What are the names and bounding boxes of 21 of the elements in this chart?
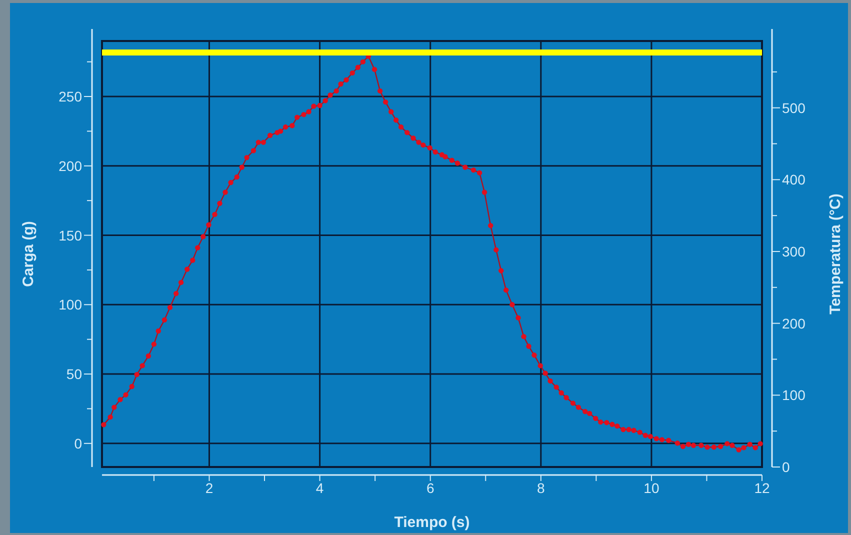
y-tick-label: 100 bbox=[58, 296, 82, 313]
y2-axis-title: Temperatura (°C) bbox=[827, 194, 844, 314]
y-axis-title: Carga (g) bbox=[20, 221, 37, 287]
y-tick-label: 50 bbox=[66, 366, 82, 382]
y-tick-label: 250 bbox=[58, 88, 82, 105]
x-tick-label: 4 bbox=[316, 480, 324, 496]
y2-tick-label: 100 bbox=[782, 387, 806, 404]
y2-tick-label: 400 bbox=[782, 172, 806, 188]
y-tick-label: 150 bbox=[58, 227, 82, 244]
y2-tick-label: 0 bbox=[782, 459, 790, 475]
y2-tick-label: 500 bbox=[782, 100, 806, 116]
y2-tick-label: 300 bbox=[782, 243, 806, 260]
x-tick-label: 6 bbox=[426, 480, 434, 496]
x-axis-title: Tiempo (s) bbox=[394, 514, 470, 531]
x-tick-label: 10 bbox=[644, 480, 660, 496]
x-tick-label: 8 bbox=[536, 480, 545, 496]
y-tick-label: 200 bbox=[58, 158, 82, 174]
y-tick-label: 0 bbox=[74, 435, 82, 452]
y2-tick-label: 200 bbox=[782, 315, 806, 332]
x-tick-label: 2 bbox=[205, 480, 214, 496]
x-tick-label: 12 bbox=[754, 480, 770, 496]
